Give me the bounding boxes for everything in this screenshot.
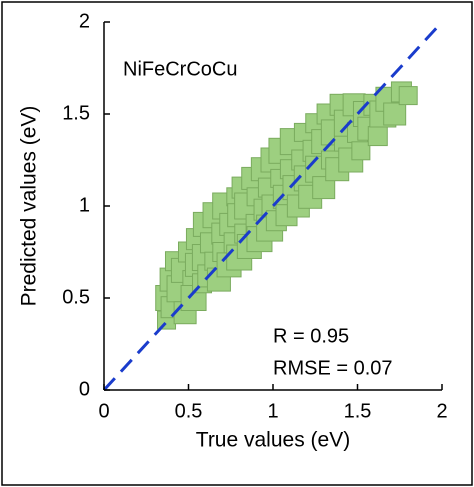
x-tick-label: 2 [436, 400, 447, 422]
x-tick-label: 1 [267, 400, 278, 422]
x-tick-label: 1.5 [344, 400, 372, 422]
annotation: R = 0.95 [273, 325, 349, 347]
y-tick-label: 0.5 [62, 286, 90, 308]
y-axis-label: Predicted values (eV) [18, 106, 41, 307]
x-tick-label: 0 [98, 400, 109, 422]
annotation: NiFeCrCoCu [123, 58, 237, 80]
x-axis-label: True values (eV) [196, 429, 350, 452]
y-tick-label: 1 [79, 194, 90, 216]
point [351, 141, 371, 161]
point [383, 102, 407, 126]
y-tick-label: 2 [79, 10, 90, 32]
diagonal-line [102, 20, 444, 392]
x-tick-label: 0.5 [175, 400, 203, 422]
point [367, 126, 388, 147]
y-tick-label: 1.5 [62, 102, 90, 124]
y-tick-label: 0 [79, 378, 90, 400]
point [398, 86, 418, 106]
annotation: RMSE = 0.07 [273, 357, 393, 379]
plot-area [102, 20, 444, 392]
point [312, 176, 336, 200]
